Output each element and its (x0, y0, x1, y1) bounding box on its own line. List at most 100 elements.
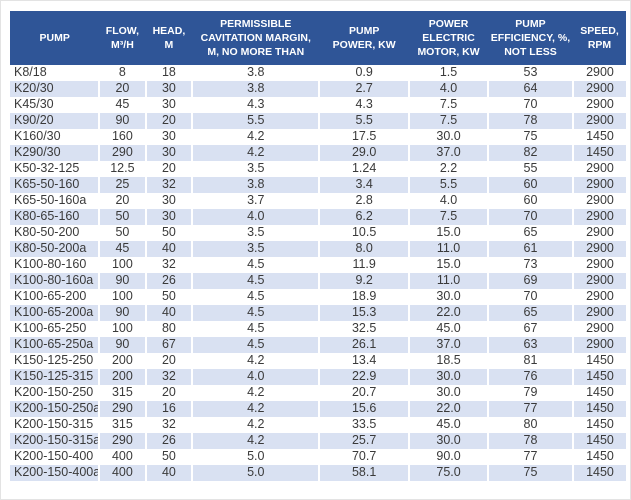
value-cell: 2.7 (319, 81, 411, 97)
value-cell: 4.5 (192, 321, 321, 337)
value-cell: 4.2 (192, 145, 321, 161)
value-cell: 26.1 (319, 337, 411, 353)
table-row: K65-50-160a 20 30 3.7 2.8 4.0 60 2900 (10, 193, 626, 209)
value-cell: 45 (99, 241, 147, 257)
value-cell: 4.5 (192, 337, 321, 353)
pump-name-cell: K200-150-250a (10, 401, 101, 417)
value-cell: 7.5 (409, 97, 489, 113)
table-row: K65-50-160 25 32 3.8 3.4 5.5 60 2900 (10, 177, 626, 193)
pump-name-cell: K80-65-160 (10, 209, 101, 225)
value-cell: 2900 (572, 305, 626, 321)
value-cell: 50 (99, 209, 147, 225)
value-cell: 63 (487, 337, 574, 353)
value-cell: 1450 (572, 385, 626, 401)
value-cell: 78 (487, 433, 574, 449)
value-cell: 1450 (572, 369, 626, 385)
value-cell: 160 (99, 129, 147, 145)
pump-name-cell: K200-150-400 (10, 449, 101, 465)
pump-name-cell: K50-32-125 (10, 161, 101, 177)
value-cell: 79 (487, 385, 574, 401)
value-cell: 70 (487, 97, 574, 113)
value-cell: 18.9 (319, 289, 411, 305)
pump-name-cell: K8/18 (10, 65, 101, 81)
value-cell: 30.0 (409, 369, 489, 385)
value-cell: 3.5 (192, 241, 321, 257)
value-cell: 90 (99, 273, 147, 289)
value-cell: 30 (145, 129, 194, 145)
value-cell: 3.8 (192, 81, 321, 97)
value-cell: 15.0 (409, 225, 489, 241)
value-cell: 30 (145, 145, 194, 161)
value-cell: 290 (99, 145, 147, 161)
value-cell: 1450 (572, 449, 626, 465)
value-cell: 17.5 (319, 129, 411, 145)
value-cell: 80 (145, 321, 194, 337)
value-cell: 26 (145, 273, 194, 289)
value-cell: 90 (99, 113, 147, 129)
value-cell: 5.0 (192, 449, 321, 465)
value-cell: 7.5 (409, 209, 489, 225)
pump-name-cell: K290/30 (10, 145, 101, 161)
column-header: PUMP EFFICIENCY, %, NOT LESS (487, 11, 573, 65)
value-cell: 4.0 (192, 369, 321, 385)
value-cell: 4.2 (192, 417, 321, 433)
header-row: PUMP FLOW, M³/H HEAD, M PERMISSIBLE CAVITAT… (10, 11, 626, 65)
value-cell: 32.5 (319, 321, 411, 337)
table-row: K50-32-125 12.5 20 3.5 1.24 2.2 55 2900 (10, 161, 626, 177)
value-cell: 8.0 (319, 241, 411, 257)
pump-name-cell: K200-150-400a (10, 465, 101, 481)
value-cell: 64 (487, 81, 574, 97)
value-cell: 53 (487, 65, 574, 81)
pump-name-cell: K45/30 (10, 97, 101, 113)
table-row: K290/30 290 30 4.2 29.0 37.0 82 1450 (10, 145, 626, 161)
value-cell: 4.0 (409, 193, 489, 209)
value-cell: 37.0 (409, 145, 489, 161)
pump-name-cell: K100-80-160 (10, 257, 101, 273)
column-header: PERMISSIBLE CAVITATION MARGIN, M, NO MOR… (192, 11, 320, 65)
value-cell: 25 (99, 177, 147, 193)
value-cell: 60 (487, 177, 574, 193)
value-cell: 3.5 (192, 161, 321, 177)
value-cell: 2900 (572, 289, 626, 305)
table-row: K200-150-250 315 20 4.2 20.7 30.0 79 1450 (10, 385, 626, 401)
value-cell: 2900 (572, 113, 626, 129)
value-cell: 4.5 (192, 257, 321, 273)
table-row: K45/30 45 30 4.3 4.3 7.5 70 2900 (10, 97, 626, 113)
value-cell: 6.2 (319, 209, 411, 225)
table-row: K80-50-200a 45 40 3.5 8.0 11.0 61 2900 (10, 241, 626, 257)
value-cell: 75 (487, 465, 574, 481)
value-cell: 30 (145, 97, 194, 113)
table-row: K150-125-250 200 20 4.2 13.4 18.5 81 1450 (10, 353, 626, 369)
value-cell: 32 (145, 417, 194, 433)
table-row: K20/30 20 30 3.8 2.7 4.0 64 2900 (10, 81, 626, 97)
value-cell: 1450 (572, 417, 626, 433)
table-row: K100-65-200 100 50 4.5 18.9 30.0 70 2900 (10, 289, 626, 305)
value-cell: 2900 (572, 193, 626, 209)
value-cell: 30 (145, 209, 194, 225)
value-cell: 30 (145, 193, 194, 209)
value-cell: 33.5 (319, 417, 411, 433)
value-cell: 5.5 (409, 177, 489, 193)
value-cell: 100 (99, 321, 147, 337)
value-cell: 75.0 (409, 465, 489, 481)
value-cell: 45.0 (409, 321, 489, 337)
value-cell: 82 (487, 145, 574, 161)
value-cell: 4.2 (192, 129, 321, 145)
table-row: K200-150-315 315 32 4.2 33.5 45.0 80 1450 (10, 417, 626, 433)
value-cell: 0.9 (319, 65, 411, 81)
column-header: PUMP POWER, KW (319, 11, 410, 65)
value-cell: 30.0 (409, 289, 489, 305)
value-cell: 78 (487, 113, 574, 129)
value-cell: 67 (487, 321, 574, 337)
value-cell: 3.7 (192, 193, 321, 209)
value-cell: 20 (99, 193, 147, 209)
value-cell: 3.8 (192, 177, 321, 193)
value-cell: 315 (99, 385, 147, 401)
value-cell: 22.0 (409, 305, 489, 321)
value-cell: 1450 (572, 129, 626, 145)
value-cell: 50 (145, 449, 194, 465)
column-header: FLOW, M³/H (99, 11, 146, 65)
value-cell: 8 (99, 65, 147, 81)
value-cell: 2900 (572, 161, 626, 177)
value-cell: 18.5 (409, 353, 489, 369)
